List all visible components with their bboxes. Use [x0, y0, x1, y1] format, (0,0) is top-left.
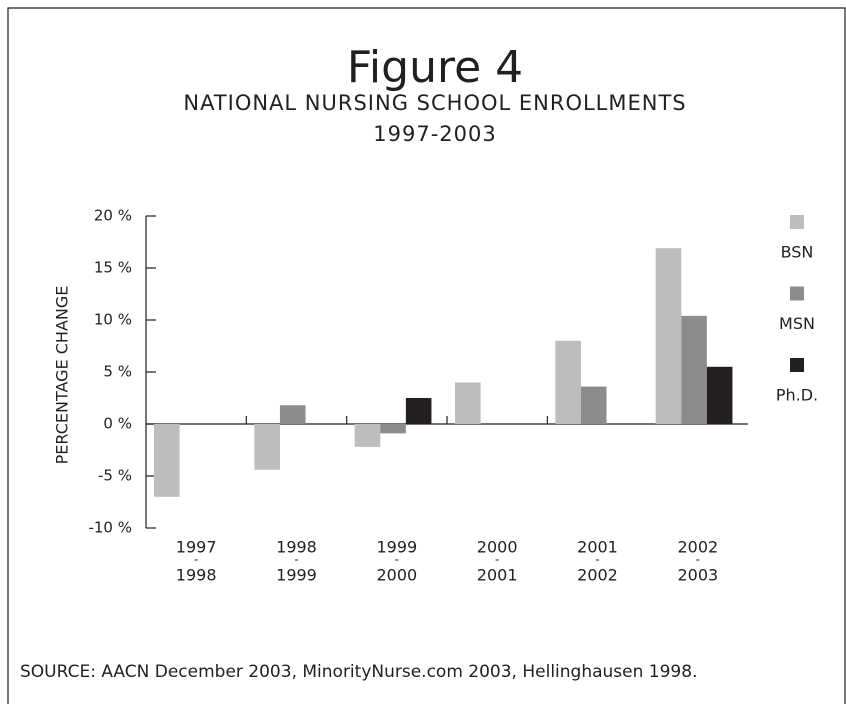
x-tick-label: 2000: [477, 538, 518, 557]
frame: [7, 7, 846, 704]
y-tick-label: -10 %: [88, 519, 132, 537]
legend-label: BSN: [781, 243, 814, 262]
bar: [354, 424, 381, 447]
bar: [380, 424, 406, 434]
x-tick-label: -: [495, 553, 499, 567]
bar: [405, 398, 432, 424]
chart-subtitle: 1997-2003: [373, 122, 496, 146]
y-tick-label: 20 %: [94, 207, 132, 225]
x-tick-label: 1998: [276, 538, 317, 557]
y-tick-label: 0 %: [103, 415, 132, 433]
x-tick-label: 2003: [677, 566, 718, 585]
bar: [706, 366, 733, 424]
x-tick-label: -: [294, 553, 298, 567]
bar: [154, 424, 180, 497]
bar: [455, 382, 481, 424]
legend-swatch: [790, 215, 804, 229]
x-tick-label: 2002: [577, 566, 618, 585]
x-tick-label: 1998: [176, 566, 217, 585]
y-axis-label: PERCENTAGE CHANGE: [53, 286, 72, 465]
x-tick-label: 1997: [176, 538, 217, 557]
chart-title: Figure 4: [347, 42, 523, 93]
bar: [254, 424, 280, 470]
legend-label: Ph.D.: [776, 386, 818, 405]
legend-swatch: [790, 286, 804, 301]
y-tick-label: 15 %: [94, 259, 132, 277]
legend-label: MSN: [779, 314, 815, 333]
x-tick-label: -: [395, 553, 399, 567]
y-tick-label: 5 %: [103, 363, 132, 381]
x-tick-label: 2000: [376, 566, 417, 585]
chart-subtitle: NATIONAL NURSING SCHOOL ENROLLMENTS: [183, 91, 686, 115]
bar: [655, 248, 682, 424]
x-tick-label: -: [194, 553, 198, 567]
legend-swatch: [790, 358, 804, 372]
x-tick-label: 2002: [677, 538, 718, 557]
bar: [279, 405, 306, 424]
bar: [555, 340, 581, 424]
x-tick-label: 1999: [276, 566, 317, 585]
bar: [681, 315, 707, 424]
bar: [580, 386, 607, 424]
x-tick-label: -: [595, 553, 599, 567]
y-tick-label: 10 %: [94, 311, 132, 329]
x-tick-label: 2001: [477, 566, 518, 585]
y-tick-label: -5 %: [98, 467, 132, 485]
x-tick-label: 2001: [577, 538, 618, 557]
x-tick-label: 1999: [376, 538, 417, 557]
source-note: SOURCE: AACN December 2003, MinorityNurs…: [20, 662, 697, 682]
x-tick-label: -: [696, 553, 700, 567]
